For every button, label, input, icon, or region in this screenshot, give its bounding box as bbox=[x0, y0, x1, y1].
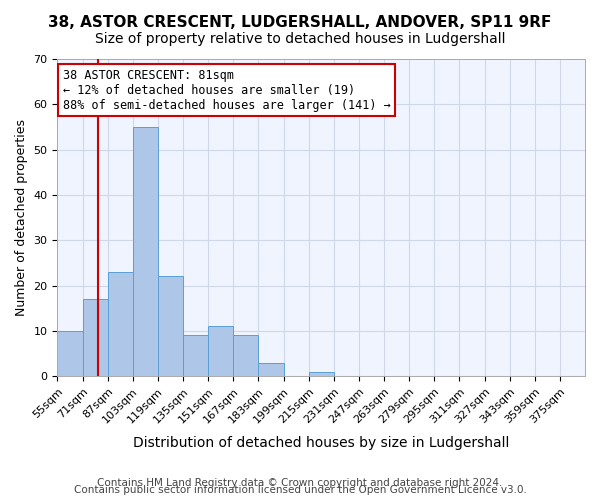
Text: Size of property relative to detached houses in Ludgershall: Size of property relative to detached ho… bbox=[95, 32, 505, 46]
Bar bbox=[183, 336, 208, 376]
Bar bbox=[233, 336, 259, 376]
Text: Contains public sector information licensed under the Open Government Licence v3: Contains public sector information licen… bbox=[74, 485, 526, 495]
Bar bbox=[259, 362, 284, 376]
Bar bbox=[83, 299, 107, 376]
Bar bbox=[58, 331, 83, 376]
Text: 38 ASTOR CRESCENT: 81sqm
← 12% of detached houses are smaller (19)
88% of semi-d: 38 ASTOR CRESCENT: 81sqm ← 12% of detach… bbox=[62, 68, 391, 112]
Bar bbox=[107, 272, 133, 376]
X-axis label: Distribution of detached houses by size in Ludgershall: Distribution of detached houses by size … bbox=[133, 436, 509, 450]
Bar bbox=[133, 127, 158, 376]
Text: 38, ASTOR CRESCENT, LUDGERSHALL, ANDOVER, SP11 9RF: 38, ASTOR CRESCENT, LUDGERSHALL, ANDOVER… bbox=[49, 15, 551, 30]
Y-axis label: Number of detached properties: Number of detached properties bbox=[15, 119, 28, 316]
Bar bbox=[158, 276, 183, 376]
Text: Contains HM Land Registry data © Crown copyright and database right 2024.: Contains HM Land Registry data © Crown c… bbox=[97, 478, 503, 488]
Bar bbox=[208, 326, 233, 376]
Bar bbox=[308, 372, 334, 376]
